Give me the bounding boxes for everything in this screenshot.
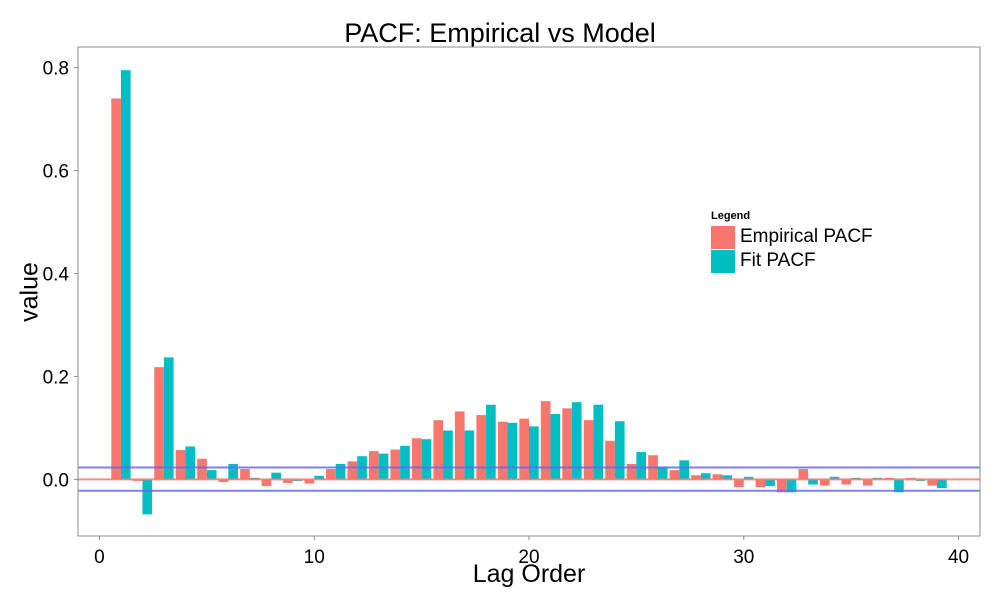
fit-bar-lag-29 (722, 475, 732, 480)
empirical-bar-lag-8 (261, 479, 272, 487)
fit-bar-lag-5 (206, 470, 217, 480)
empirical-bar-lag-13 (369, 451, 379, 480)
fit-bar-lag-11 (335, 463, 346, 480)
empirical-bar-lag-19 (497, 421, 508, 480)
fit-bar-lag-17 (464, 430, 475, 480)
x-tick-label: 0 (94, 547, 105, 568)
y-tick-label: 0.2 (43, 367, 69, 388)
empirical-bar-lag-18 (476, 415, 487, 480)
empirical-bar-lag-14 (390, 449, 401, 480)
x-tick-label: 20 (518, 547, 539, 568)
empirical-bar-lag-27 (669, 470, 680, 480)
empirical-bar-lag-34 (820, 479, 830, 486)
legend-swatch-empirical (711, 225, 735, 249)
empirical-bar-lag-6 (218, 479, 229, 482)
fit-bar-lag-6 (228, 463, 238, 480)
x-tick-label: 10 (304, 547, 325, 568)
fit-bar-lag-39 (937, 479, 947, 489)
fit-bar-lag-25 (636, 452, 647, 480)
y-tick-label: 0.0 (43, 470, 69, 491)
x-axis-label: Lag Order (472, 560, 586, 588)
y-tick-label: 0.8 (43, 59, 69, 80)
fit-bar-lag-21 (550, 414, 561, 480)
fit-bar-lag-33 (808, 479, 818, 485)
fit-bar-lag-27 (679, 460, 689, 480)
fit-bar-lag-16 (443, 430, 453, 480)
fit-bar-lag-34 (829, 476, 840, 480)
x-tick-label: 40 (948, 547, 969, 568)
empirical-bar-lag-32 (777, 479, 787, 493)
empirical-bar-lag-25 (626, 463, 637, 480)
empirical-bar-lag-3 (154, 367, 164, 480)
fit-bar-lag-4 (185, 446, 196, 480)
empirical-bar-lag-33 (798, 469, 809, 480)
empirical-bar-lag-4 (175, 450, 186, 480)
empirical-bar-lag-1 (111, 98, 121, 480)
legend: Legend Empirical PACF Fit PACF (711, 210, 873, 273)
y-axis-label: value (15, 262, 44, 322)
fit-bar-lag-8 (271, 472, 281, 480)
empirical-bar-lag-31 (755, 479, 766, 488)
fit-bar-lag-30 (743, 476, 754, 480)
fit-bar-lag-18 (486, 404, 496, 480)
empirical-bar-lag-29 (712, 474, 723, 480)
y-tick-label: 0.4 (43, 264, 70, 285)
empirical-bar-lag-11 (326, 469, 336, 480)
empirical-bar-lag-36 (862, 479, 873, 486)
empirical-bar-lag-7 (240, 469, 250, 480)
empirical-bar-lag-12 (347, 461, 358, 480)
empirical-bar-lag-9 (283, 479, 293, 483)
empirical-bar-lag-21 (540, 401, 551, 480)
empirical-bar-lag-10 (304, 479, 315, 484)
chart-title: PACF: Empirical vs Model (344, 18, 656, 48)
fit-bar-lag-13 (378, 453, 389, 480)
legend-item-empirical: Empirical PACF (711, 225, 873, 249)
fit-bar-lag-37 (894, 479, 904, 493)
fit-bar-lag-23 (593, 404, 604, 480)
empirical-bar-lag-5 (197, 458, 207, 480)
empirical-bar-lag-30 (734, 479, 744, 488)
empirical-bar-lag-15 (411, 438, 422, 480)
legend-label-empirical: Empirical PACF (740, 226, 873, 247)
empirical-bar-lag-24 (605, 440, 615, 480)
empirical-bar-lag-20 (519, 418, 529, 480)
fit-bar-lag-32 (786, 479, 797, 493)
empirical-bar-lag-22 (562, 408, 572, 480)
empirical-bar-lag-35 (841, 479, 852, 485)
fit-bar-lag-10 (314, 475, 324, 480)
legend-title: Legend (711, 210, 751, 222)
fit-bar-lag-14 (400, 445, 410, 480)
empirical-bar-lag-17 (454, 411, 465, 480)
y-tick-label: 0.6 (43, 162, 69, 183)
empirical-bar-lag-28 (691, 475, 701, 480)
fit-bar-lag-24 (614, 421, 625, 480)
fit-bar-lag-20 (529, 426, 539, 480)
legend-swatch-fit (711, 249, 735, 273)
fit-bar-lag-1 (120, 70, 131, 480)
fit-bar-lag-22 (571, 402, 582, 480)
fit-bar-lag-28 (700, 473, 711, 480)
legend-item-fit: Fit PACF (711, 249, 873, 273)
fit-bar-lag-19 (507, 422, 518, 480)
fit-bar-lag-15 (421, 439, 432, 480)
fit-bar-lag-2 (142, 479, 153, 515)
fit-bar-lag-3 (163, 357, 174, 480)
empirical-bar-lag-23 (583, 420, 594, 480)
x-tick-label: 30 (733, 547, 754, 568)
empirical-bar-lag-39 (927, 479, 938, 486)
legend-label-fit: Fit PACF (740, 250, 816, 271)
empirical-bar-lag-16 (433, 420, 444, 480)
fit-bar-lag-31 (765, 479, 775, 487)
fit-bar-lag-26 (657, 466, 668, 480)
